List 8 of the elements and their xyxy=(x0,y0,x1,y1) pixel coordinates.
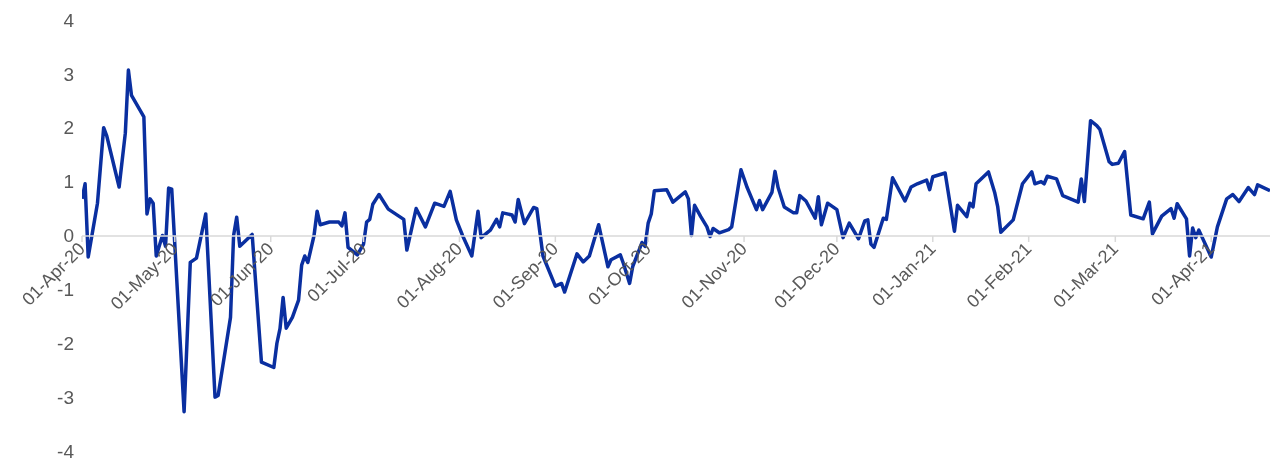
y-tick-label: -2 xyxy=(57,332,74,354)
y-tick-label: 1 xyxy=(63,171,74,193)
y-tick-label: -3 xyxy=(57,386,74,408)
y-tick-label: -4 xyxy=(57,440,75,462)
y-tick-label: 3 xyxy=(63,63,74,85)
y-tick-label: 2 xyxy=(63,117,74,139)
line-series xyxy=(82,68,1270,414)
y-tick-label: 4 xyxy=(63,9,75,31)
